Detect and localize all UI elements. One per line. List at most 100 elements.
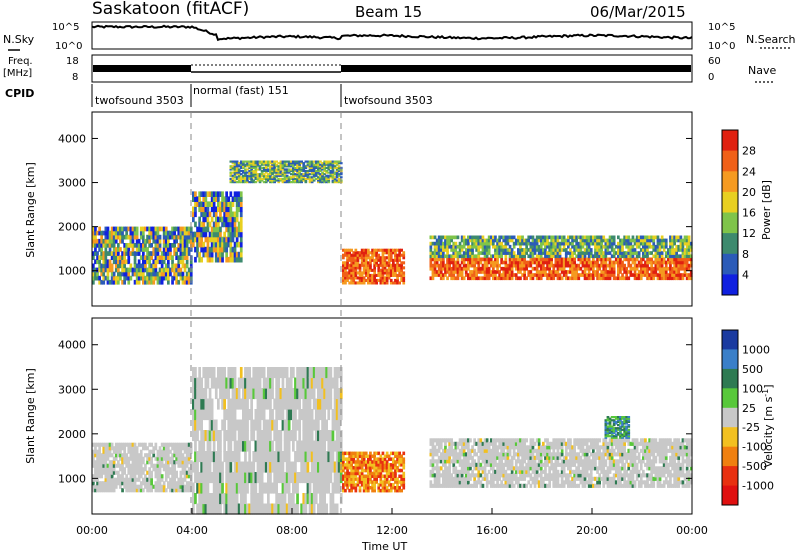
data-cell — [389, 251, 393, 255]
data-cell — [179, 226, 183, 232]
data-cell — [356, 258, 360, 262]
data-cell — [233, 231, 237, 238]
data-cell — [444, 238, 447, 243]
data-cell — [577, 241, 581, 246]
data-cell — [358, 474, 362, 478]
data-cell — [123, 243, 126, 248]
data-cell — [460, 260, 464, 265]
data-cell — [381, 273, 385, 277]
data-cell — [354, 281, 358, 285]
data-cell — [158, 247, 162, 252]
data-cell — [358, 278, 362, 282]
data-cell — [537, 248, 541, 252]
data-cell — [208, 409, 212, 421]
data-cell — [656, 241, 660, 246]
data-cell — [644, 273, 647, 277]
data-cell — [333, 179, 337, 182]
data-cell — [581, 270, 585, 274]
data-cell — [679, 276, 683, 281]
data-cell — [258, 165, 262, 168]
data-cell — [271, 482, 274, 494]
data-cell — [635, 257, 639, 262]
data-cell — [323, 409, 326, 421]
data-cell — [460, 254, 464, 259]
data-cell — [235, 503, 239, 515]
data-cell — [133, 234, 137, 240]
data-cell — [231, 162, 235, 165]
data-cell — [335, 419, 339, 431]
data-cell — [248, 162, 251, 165]
data-cell — [233, 216, 237, 223]
data-cell — [273, 430, 276, 442]
data-cell — [579, 254, 583, 259]
data-cell — [283, 163, 287, 166]
data-cell — [360, 261, 364, 265]
data-cell — [367, 463, 370, 467]
data-cell — [323, 440, 326, 452]
data-cell — [681, 238, 685, 243]
data-cell — [631, 238, 635, 243]
data-cell — [210, 231, 214, 238]
data-cell — [281, 388, 285, 400]
data-cell — [504, 254, 508, 259]
data-cell — [235, 419, 239, 431]
data-cell — [379, 256, 383, 260]
data-cell — [308, 472, 312, 484]
data-cell — [231, 168, 235, 171]
data-cell — [329, 169, 333, 173]
data-cell — [669, 254, 672, 259]
data-cell — [377, 468, 381, 473]
data-cell — [206, 503, 210, 515]
data-cell — [162, 453, 166, 458]
data-cell — [235, 171, 239, 174]
data-cell — [317, 176, 320, 179]
data-cell — [156, 453, 160, 458]
data-cell — [658, 241, 662, 246]
data-cell — [298, 181, 301, 184]
data-cell — [373, 454, 376, 458]
data-cell — [296, 493, 299, 505]
data-cell — [596, 273, 599, 277]
data-cell — [233, 163, 237, 166]
data-cell — [573, 260, 576, 265]
cpid-label: CPID — [5, 87, 34, 100]
data-cell — [231, 196, 235, 202]
data-cell — [521, 260, 524, 265]
data-cell — [217, 482, 220, 494]
data-cell — [362, 276, 366, 280]
data-cell — [533, 238, 537, 243]
data-cell — [583, 235, 587, 240]
data-cell — [189, 460, 193, 465]
data-cell — [264, 165, 268, 168]
data-cell — [629, 257, 633, 262]
data-cell — [185, 255, 189, 260]
data-cell — [256, 461, 260, 473]
data-cell — [285, 160, 289, 163]
data-cell — [675, 257, 678, 262]
data-cell — [539, 241, 543, 246]
power-colorbar-label: Power [dB] — [760, 180, 773, 240]
data-cell — [664, 254, 668, 259]
data-cell — [156, 474, 160, 479]
data-cell — [577, 254, 581, 259]
data-cell — [377, 488, 381, 493]
data-cell — [498, 276, 501, 281]
data-cell — [275, 388, 278, 400]
data-cell — [285, 163, 289, 166]
data-cell — [327, 166, 331, 169]
data-cell — [181, 484, 185, 489]
data-cell — [606, 248, 610, 252]
data-cell — [135, 271, 139, 277]
data-cell — [114, 275, 118, 281]
data-cell — [400, 268, 403, 272]
data-cell — [323, 419, 326, 431]
data-cell — [152, 234, 156, 240]
data-cell — [237, 176, 241, 179]
data-cell — [652, 241, 656, 246]
data-cell — [358, 271, 362, 275]
data-cell — [212, 236, 216, 243]
data-cell — [292, 179, 295, 182]
data-cell — [510, 260, 514, 265]
data-cell — [202, 430, 206, 442]
data-cell — [196, 503, 199, 515]
